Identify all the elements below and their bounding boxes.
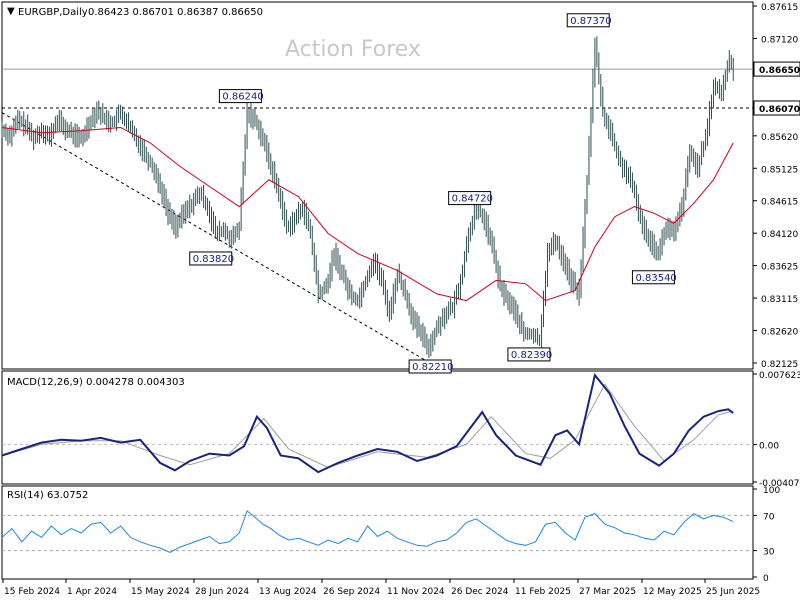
rsi-tick-label: 100 [763, 486, 780, 496]
ohlc-label: 0.86423 0.86701 0.86387 0.86650 [88, 7, 263, 18]
rsi-line [1, 510, 734, 553]
rsi-header: RSI(14) 63.0752 [7, 490, 88, 501]
annotation-box [631, 270, 675, 285]
price-tick-label: 0.84120 [761, 230, 798, 240]
symbol-label: EURGBP,Daily [18, 7, 88, 18]
x-tick-label: 12 May 2025 [643, 587, 702, 597]
rsi-tick-label: 70 [763, 512, 775, 522]
price-tick-label: 0.85620 [761, 133, 798, 143]
price-annotation: 0.84720 [448, 191, 493, 206]
price-tick-label: 0.83625 [761, 263, 798, 273]
x-tick-label: 1 Apr 2024 [67, 587, 117, 597]
price-tick-label: 0.82620 [761, 328, 798, 338]
annotation-label: 0.86240 [222, 92, 263, 103]
macd-tick-label: -0.004073 [759, 479, 800, 489]
price-annotation: 0.83540 [631, 270, 677, 285]
x-tick-label: 27 Mar 2025 [579, 587, 636, 597]
price-tag-box [753, 61, 800, 77]
price-annotation: 0.83820 [189, 251, 234, 266]
rsi-tick-label: 0 [763, 574, 769, 584]
rsi-panel [1, 485, 754, 580]
annotation-box [448, 191, 492, 206]
macd-tick-label: 0.00 [759, 441, 779, 451]
annotation-label: 0.83540 [635, 273, 676, 284]
x-tick-label: 28 Jun 2024 [195, 587, 249, 597]
x-tick-label: 15 May 2024 [131, 587, 190, 597]
price-tick-label: 0.82125 [761, 360, 798, 370]
rsi-plot [1, 510, 753, 553]
price-tick-label: 0.87120 [761, 35, 798, 45]
price-plot: 0.86240 0.83820 0.87370 0.84720 0.82210 0.823… [1, 13, 753, 374]
annotation-box [189, 251, 233, 266]
price-tick-label: 0.83115 [761, 295, 798, 305]
macd-plot [1, 372, 753, 474]
price-annotation: 0.82210 [408, 359, 453, 374]
price-tag-label: 0.86070 [759, 105, 800, 115]
price-annotation: 0.82390 [507, 347, 552, 362]
macd-header: MACD(12,26,9) 0.004278 0.004303 [7, 377, 185, 388]
annotation-label: 0.82390 [511, 350, 552, 361]
price-tag-label: 0.86650 [759, 66, 800, 76]
annotation-label: 0.82210 [412, 362, 453, 373]
x-tick-label: 26 Dec 2024 [451, 587, 509, 597]
rsi-tick-label: 30 [763, 548, 775, 558]
moving-average-line [1, 126, 734, 302]
macd-line [1, 372, 734, 474]
price-annotation: 0.87370 [566, 13, 612, 28]
annotation-box [218, 89, 262, 104]
price-tick-label: 0.85125 [761, 165, 798, 175]
macd-tick-label: 0.007623 [759, 371, 800, 381]
annotation-label: 0.87370 [570, 16, 611, 27]
x-tick-label: 25 Jun 2025 [706, 587, 760, 597]
x-tick-label: 11 Feb 2025 [515, 587, 571, 597]
price-annotation: 0.86240 [218, 89, 264, 104]
price-tick-label: 0.84615 [761, 198, 798, 208]
x-tick-label: 15 Feb 2024 [4, 587, 60, 597]
annotation-label: 0.83820 [193, 254, 234, 265]
price-tag-box [753, 100, 800, 116]
annotation-label: 0.84720 [452, 194, 493, 205]
annotation-box [507, 347, 551, 362]
collapse-arrow-icon[interactable]: ▼ [7, 6, 15, 17]
price-tick-label: 0.87615 [761, 3, 798, 13]
x-tick-label: 26 Sep 2024 [323, 587, 380, 597]
macd-panel [1, 370, 754, 485]
watermark: Action Forex [285, 37, 421, 62]
x-tick-label: 11 Nov 2024 [387, 587, 445, 597]
x-tick-label: 13 Aug 2024 [259, 587, 317, 597]
annotation-box [566, 13, 610, 28]
axes: 0.87615 0.87120 0.86650 0.86070 0.85620 0.851… [2, 3, 800, 597]
annotation-box [408, 359, 452, 374]
